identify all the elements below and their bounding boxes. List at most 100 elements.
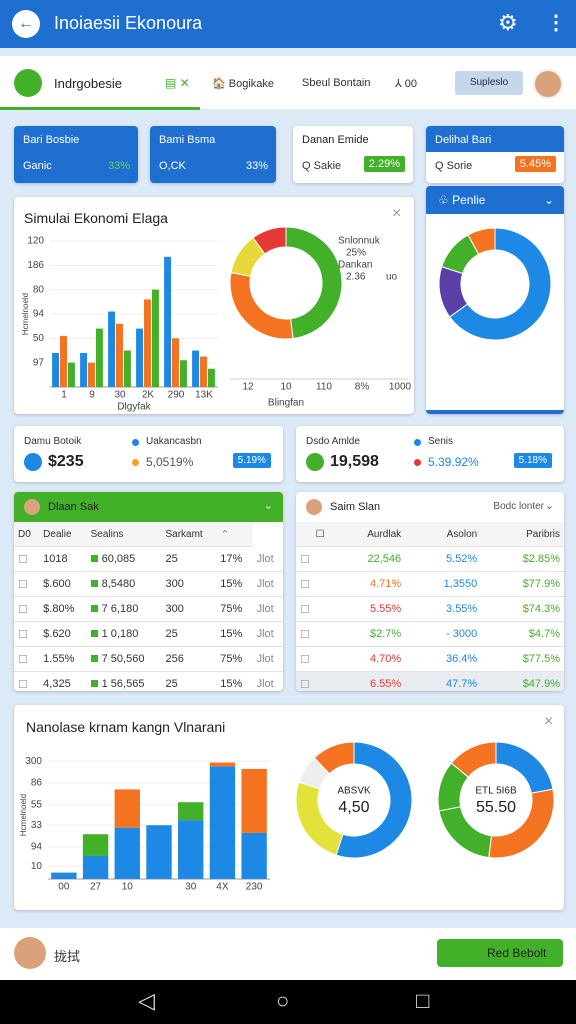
column-header: Aurdlak [328,522,406,547]
table-cell: 8,5480 [86,571,162,597]
tab[interactable]: Sbeul Bontain [302,77,371,89]
x-tick-label: 1000 [389,382,412,393]
avatar[interactable] [533,69,563,99]
donut-segment [450,741,497,778]
card-title: Bari Bosbie [23,134,80,146]
nav-home[interactable]: ○ [276,988,290,1013]
settings-button[interactable]: ⚙ [498,10,518,35]
sub-dot [132,459,139,466]
back-button[interactable]: ← [12,10,40,38]
bar [52,352,60,387]
close-button[interactable]: × [544,713,554,730]
table-cell: 5.52% [405,546,482,572]
stats-icon [306,453,324,471]
bar [207,368,215,387]
row-checkbox[interactable]: ☐ [296,571,329,597]
bar [200,356,207,387]
legend-dot [132,439,139,446]
table-cell: 4.70% [328,646,406,672]
nav-recent[interactable]: □ [416,988,430,1013]
dropdown-arrow[interactable]: ⌄ [544,500,554,512]
column-header: Dealie [39,522,87,547]
table-cell: $47.9% [481,671,564,691]
table-cell: Jlot [252,571,283,597]
action-button[interactable]: Red Bebolt [437,939,563,967]
tab-button[interactable]: Supleslo [455,71,523,95]
nav-back[interactable]: ◁ [138,988,155,1013]
tab-active[interactable]: Indrgobesie [54,76,122,91]
table-cell: 256 [161,646,217,672]
bar [108,311,116,387]
bar [88,362,95,387]
table-cell: 15% [216,671,253,691]
table-cell: 7 6,180 [86,596,162,622]
stat-card: Bami Bsma O,CK 33% [150,126,276,183]
table-row: ☐ $.620 1 0,180 25 15% Jlot [14,621,283,647]
donut-segment [448,227,552,341]
table-row: ☐ $.600 8,5480 300 15% Jlot [14,571,283,597]
stat-card: Danan Emide Q Sakie 2.29% [293,126,413,183]
cell-marker [90,555,98,562]
row-checkbox[interactable]: ☐ [14,646,40,672]
side-header: ♧ Penlie ⌄ [426,186,564,214]
tab[interactable]: 🏠 Bogikake [212,78,275,90]
row-checkbox[interactable]: ☐ [296,546,329,572]
avatar[interactable] [14,937,46,969]
card-label: Q Sorie [435,160,473,172]
stats-value: $235 [48,453,84,470]
bar [144,299,151,387]
legend-label: Senis [428,436,454,447]
menu-button[interactable]: ⋮ [546,12,566,34]
table-cell: Jlot [252,671,283,691]
panel-title: Nanolase krnam kangn Vlnarani [26,719,226,735]
table-cell: 75% [216,596,253,622]
card-title: Bami Bsma [159,134,216,146]
table-cell: 1,3550 [405,571,482,597]
table-cell: $2.7% [328,621,406,647]
dropdown-arrow[interactable]: ⌄ [263,500,273,512]
x-tick-label: 9 [89,390,95,401]
column-header: Asolon [405,522,482,547]
close-button[interactable]: × [392,205,402,222]
stat-card: Delihal Bari Q Sorie 5.45% [426,126,564,183]
bar [164,256,172,387]
app-bar: ← Inoiaesii Ekonoura ⚙ ⋮ [0,0,576,48]
bar [60,335,67,387]
table-head-row: D0 Dealie Sealins Sarkamt ⌃ [14,522,283,547]
donut-segment [295,781,344,856]
table-filter[interactable]: Bodc lonter [493,501,544,512]
data-table: ☐ Aurdlak Asolon Paribris ☐ 22,546 5.52% $2.85%… [296,522,564,691]
stats-title: Dsdo Amlde [306,436,360,447]
table-card: Dlaan Sak ⌄ D0 Dealie Sealins Sarkamt ⌃ ☐ 1018 60… [14,492,283,691]
bar-segment [178,820,204,879]
table-cell: $2.85% [481,546,564,572]
row-checkbox[interactable]: ☐ [296,596,329,622]
stats-card: Dsdo Amlde Senis 19,598 5.39.92% 5.18% [296,426,564,482]
donut-center-label: ETL 5I6B [475,786,517,797]
row-checkbox[interactable]: ☐ [14,621,40,647]
tab-bar: Indrgobesie ▤ ✕ 🏠 Bogikake Sbeul Bontain… [0,56,576,110]
row-checkbox[interactable]: ☐ [14,546,40,572]
bar [95,328,103,387]
tab-icons[interactable]: ▤ ✕ [165,76,190,90]
avatar [24,499,40,515]
table-cell: 25 [161,546,217,572]
donut-segment [285,226,343,340]
row-checkbox[interactable]: ☐ [14,671,40,691]
row-checkbox[interactable]: ☐ [14,596,40,622]
donut-label: Dankan [338,260,372,271]
cell-marker [90,680,98,687]
x-tick-label: 12 [242,382,254,393]
row-checkbox[interactable]: ☐ [296,621,329,647]
row-checkbox[interactable]: ☐ [296,671,329,691]
donut-segment [252,226,287,255]
row-checkbox[interactable]: ☐ [14,571,40,597]
tab[interactable]: ⅄ 00 [395,78,418,90]
stats-title: Damu Botoik [24,436,82,447]
table-cell: 1 0,180 [86,621,162,647]
row-checkbox[interactable]: ☐ [296,646,329,672]
stats-sub: 5,0519% [146,455,194,469]
table-cell: 300 [161,596,217,622]
cell-marker [90,630,98,637]
table-cell: 36.4% [405,646,482,672]
